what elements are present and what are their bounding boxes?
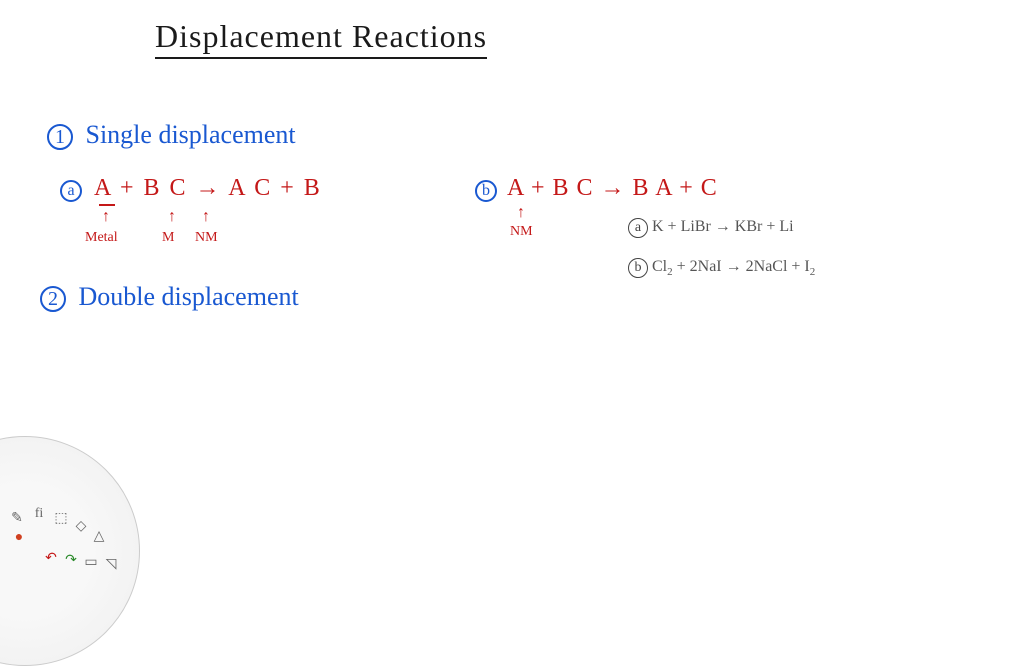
annot-b-m: M bbox=[162, 230, 174, 246]
underline-a bbox=[99, 204, 115, 206]
annot-b-nm: NM bbox=[510, 224, 533, 240]
annot-c-arrow: ↑ bbox=[202, 208, 210, 226]
example-b-marker: b bbox=[628, 258, 648, 278]
redo-icon[interactable]: ↷ bbox=[62, 552, 80, 570]
triangle-tool-icon[interactable]: △ bbox=[90, 528, 108, 546]
annot-b-a-arrow: ↑ bbox=[517, 204, 525, 222]
section-1-number: 1 bbox=[47, 124, 73, 150]
example-a: a K + LiBr → KBr + Li bbox=[628, 218, 794, 238]
shape-tool-icon[interactable]: ◇ bbox=[72, 518, 90, 536]
equation-b-formula: A + B C → B A + C bbox=[507, 175, 718, 201]
example-a-marker: a bbox=[628, 218, 648, 238]
example-b: b Cl2 + 2NaI → 2NaCl + I2 bbox=[628, 258, 815, 278]
pen-tool-icon[interactable]: ✎ bbox=[8, 510, 26, 528]
annot-b-arrow: ↑ bbox=[168, 208, 176, 226]
equation-a-formula: A + B C → A C + B bbox=[94, 175, 322, 201]
section-2-number: 2 bbox=[40, 286, 66, 312]
undo-icon[interactable]: ↶ bbox=[42, 550, 60, 568]
section-1-label: Single displacement bbox=[86, 120, 296, 149]
eraser-tool-icon[interactable]: ⬚ bbox=[52, 510, 70, 528]
equation-a-marker: a bbox=[60, 180, 82, 202]
more-tool-icon[interactable]: ◹ bbox=[102, 556, 120, 574]
toolbar-arc-background bbox=[0, 436, 140, 666]
equation-b-block: b A + B C → B A + C bbox=[475, 175, 718, 202]
equation-b-marker: b bbox=[475, 180, 497, 202]
section-2-label: Double displacement bbox=[79, 282, 299, 311]
annot-a-metal: Metal bbox=[85, 230, 118, 246]
annot-c-nm: NM bbox=[195, 230, 218, 246]
section-1-heading: 1 Single displacement bbox=[47, 120, 296, 150]
page-title: Displacement Reactions bbox=[155, 18, 487, 59]
section-2-heading: 2 Double displacement bbox=[40, 282, 299, 312]
text-tool-icon[interactable]: fi bbox=[30, 506, 48, 524]
example-b-text: Cl2 + 2NaI → 2NaCl + I2 bbox=[652, 258, 815, 275]
drawing-toolbar: ✎ fi ⬚ ◇ △ ● ↶ ↷ ▭ ◹ bbox=[0, 506, 180, 576]
color-picker-icon[interactable]: ● bbox=[10, 530, 28, 548]
equation-a-block: a A + B C → A C + B bbox=[60, 175, 322, 202]
example-a-text: K + LiBr → KBr + Li bbox=[652, 218, 794, 235]
note-tool-icon[interactable]: ▭ bbox=[82, 554, 100, 572]
annot-a-arrow: ↑ bbox=[102, 208, 110, 226]
